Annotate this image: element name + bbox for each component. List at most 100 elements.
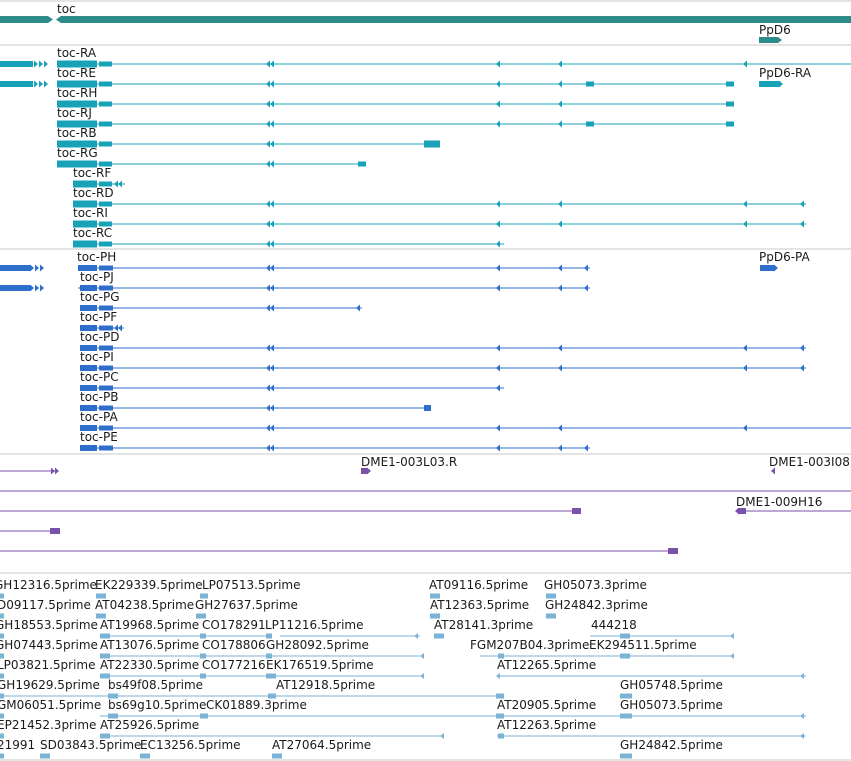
protein-label[interactable]: toc-PF xyxy=(80,310,117,324)
protein-exon[interactable] xyxy=(80,325,97,331)
est-label[interactable]: GM06051.5prime xyxy=(0,698,101,712)
protein-exon[interactable] xyxy=(80,305,97,311)
est-block[interactable] xyxy=(0,653,4,659)
est-block[interactable] xyxy=(100,653,110,659)
transcript-exon-left[interactable] xyxy=(0,81,33,87)
est-label[interactable]: AT27064.5prime xyxy=(272,738,371,752)
est-block[interactable] xyxy=(0,693,4,699)
est-block[interactable] xyxy=(200,653,206,659)
est-label[interactable]: FGM207B04.3prime xyxy=(470,638,589,652)
protein-label[interactable]: toc-PJ xyxy=(80,270,114,284)
est-block[interactable] xyxy=(430,593,440,599)
est-label[interactable]: SD03843.5prime xyxy=(40,738,141,752)
protein-exon[interactable] xyxy=(99,265,113,271)
transcript-exon[interactable] xyxy=(73,240,97,248)
protein-exon[interactable] xyxy=(99,445,113,451)
est-label[interactable]: bs69g10.5prime xyxy=(108,698,206,712)
est-block[interactable] xyxy=(434,633,444,639)
protein-exon[interactable] xyxy=(99,385,113,391)
protein-exon[interactable] xyxy=(80,405,97,411)
est-label[interactable]: LP03821.5prime xyxy=(0,658,96,672)
transcript-exon[interactable] xyxy=(726,121,734,127)
est-label[interactable]: AT25926.5prime xyxy=(100,718,199,732)
protein-label[interactable]: toc-PB xyxy=(80,390,118,404)
clone-block[interactable] xyxy=(668,548,678,554)
est-label[interactable]: GH05073.3prime xyxy=(544,578,647,592)
est-block[interactable] xyxy=(100,733,110,739)
est-label[interactable]: AT28141.3prime xyxy=(434,618,533,632)
protein-exon[interactable] xyxy=(99,405,113,411)
est-label[interactable]: CO178806 xyxy=(202,638,266,652)
est-block[interactable] xyxy=(200,673,206,679)
est-block[interactable] xyxy=(108,713,118,719)
transcript-exon[interactable] xyxy=(99,161,112,167)
est-block[interactable] xyxy=(96,613,106,619)
est-label[interactable]: EK176519.5prime xyxy=(266,658,374,672)
est-label[interactable]: LP07513.5prime xyxy=(202,578,301,592)
protein-exon[interactable] xyxy=(78,265,97,271)
est-label[interactable]: EP21452.3prime xyxy=(0,718,96,732)
protein-exon[interactable] xyxy=(99,305,113,311)
clone-label[interactable]: DME1-009H16 xyxy=(736,495,822,509)
est-block[interactable] xyxy=(496,693,504,699)
transcript-exon[interactable] xyxy=(726,101,734,107)
transcript-label[interactable]: toc-RB xyxy=(57,126,97,140)
transcript-exon[interactable] xyxy=(57,80,97,88)
clone-block[interactable] xyxy=(572,508,581,514)
est-label[interactable]: bs49f08.5prime xyxy=(108,678,203,692)
transcript-exon-ppd6-ra[interactable] xyxy=(759,81,779,87)
clone-block[interactable] xyxy=(361,468,368,474)
transcript-label[interactable]: toc-RC xyxy=(73,226,112,240)
est-block[interactable] xyxy=(0,733,4,739)
est-label[interactable]: GH05073.5prime xyxy=(620,698,723,712)
protein-label[interactable]: toc-PH xyxy=(77,250,116,264)
transcript-exon[interactable] xyxy=(99,121,112,127)
est-label[interactable]: EK229339.5prime xyxy=(95,578,203,592)
est-block[interactable] xyxy=(108,693,118,699)
est-label[interactable]: AT09116.5prime xyxy=(429,578,528,592)
protein-exon[interactable] xyxy=(99,285,113,291)
est-block[interactable] xyxy=(620,693,632,699)
est-label[interactable]: AT12918.5prime xyxy=(276,678,375,692)
protein-exon[interactable] xyxy=(80,345,97,351)
transcript-label[interactable]: toc-RF xyxy=(73,166,111,180)
est-block[interactable] xyxy=(546,593,556,599)
protein-exon[interactable] xyxy=(424,405,431,411)
protein-exon[interactable] xyxy=(80,385,97,391)
est-block[interactable] xyxy=(40,753,50,759)
est-block[interactable] xyxy=(498,733,504,739)
est-block[interactable] xyxy=(620,633,630,639)
transcript-exon[interactable] xyxy=(57,100,97,108)
est-label[interactable]: CK01889.3prime xyxy=(206,698,307,712)
transcript-exon[interactable] xyxy=(57,120,97,128)
transcript-label[interactable]: toc-RA xyxy=(57,46,97,60)
transcript-exon[interactable] xyxy=(726,81,734,87)
est-block[interactable] xyxy=(430,613,440,619)
est-block[interactable] xyxy=(0,593,4,599)
est-block[interactable] xyxy=(266,633,272,639)
transcript-label[interactable]: toc-RG xyxy=(57,146,98,160)
est-block[interactable] xyxy=(0,613,4,619)
gene-feature-ppd6[interactable] xyxy=(759,37,782,43)
est-block[interactable] xyxy=(272,753,282,759)
est-label[interactable]: AT12263.5prime xyxy=(497,718,596,732)
est-block[interactable] xyxy=(96,593,106,599)
est-block[interactable] xyxy=(546,613,556,619)
est-block[interactable] xyxy=(0,673,4,679)
est-label[interactable]: AT04238.5prime xyxy=(95,598,194,612)
transcript-label[interactable]: toc-RJ xyxy=(57,106,92,120)
est-block[interactable] xyxy=(100,633,110,639)
est-block[interactable] xyxy=(620,753,632,759)
est-block[interactable] xyxy=(266,653,272,659)
protein-exon-left[interactable] xyxy=(0,265,30,271)
gene-label-toc[interactable]: toc xyxy=(57,2,76,16)
transcript-exon[interactable] xyxy=(99,141,112,147)
transcript-exon[interactable] xyxy=(57,140,97,148)
est-block[interactable] xyxy=(498,653,504,659)
est-block[interactable] xyxy=(200,633,206,639)
est-label[interactable]: AT13076.5prime xyxy=(100,638,199,652)
protein-exon[interactable] xyxy=(80,365,97,371)
protein-exon[interactable] xyxy=(80,285,97,291)
transcript-exon[interactable] xyxy=(57,160,97,168)
est-label[interactable]: AT20905.5prime xyxy=(497,698,596,712)
